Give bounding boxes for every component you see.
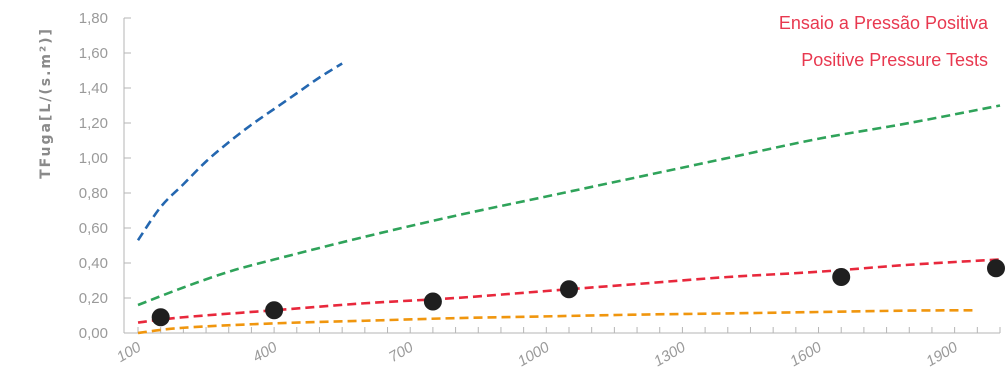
y-tick-label: 0,80 — [79, 185, 108, 202]
data-point — [560, 280, 578, 299]
data-point — [423, 292, 442, 311]
points — [151, 259, 1005, 327]
y-tick-label: 0,40 — [79, 255, 108, 272]
x-tick-label: 700 — [386, 338, 417, 366]
y-tick-label: 0,20 — [79, 290, 108, 307]
y-tick-label: 1,20 — [79, 115, 108, 132]
data-point — [151, 308, 170, 327]
x-tick-label: 1900 — [923, 338, 961, 370]
data-point — [265, 301, 284, 320]
data-point — [832, 268, 851, 286]
series-curve-2 — [137, 104, 1001, 307]
annotation-line-1: Ensaio a Pressão Positiva — [779, 13, 989, 33]
x-tick-label: 100 — [114, 338, 145, 366]
y-tick-label: 1,60 — [79, 45, 108, 62]
axes — [123, 17, 1001, 334]
y-tick-label: 1,00 — [79, 150, 108, 167]
series-curve-4 — [137, 308, 978, 335]
x-tick-label: 1600 — [787, 338, 825, 370]
y-tick-label: 1,80 — [79, 10, 108, 27]
data-point — [987, 259, 1005, 278]
y-tick-label: 1,40 — [79, 80, 108, 97]
x-tick-label: 1300 — [651, 338, 689, 370]
curves — [136, 62, 1001, 335]
series-curve-3 — [137, 258, 1001, 324]
y-tick-label: 0,00 — [79, 325, 108, 342]
y-tick-label: 0,60 — [79, 220, 108, 237]
annotation-line-2: Positive Pressure Tests — [801, 50, 988, 70]
series-curve-1 — [136, 62, 343, 241]
y-axis-title: TFuga[L/(s.m²)] — [38, 27, 54, 179]
x-tick-label: 400 — [250, 338, 281, 366]
x-tick-label: 1000 — [515, 338, 553, 370]
